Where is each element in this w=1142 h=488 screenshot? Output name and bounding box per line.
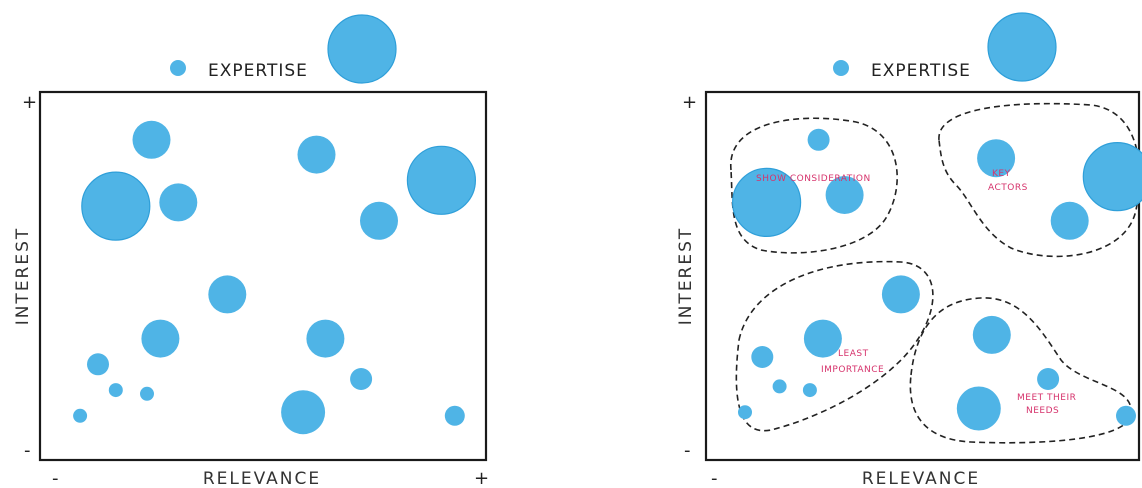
- stakeholder-bubble: [1037, 368, 1060, 390]
- group-label-least-importance-line2: IMPORTANCE: [821, 365, 884, 375]
- chart-left-svg: EXPERTISE + - - + RELEVANCE INTEREST: [13, 14, 489, 488]
- stakeholder-bubble-outline: [732, 167, 802, 237]
- stakeholder-bubble: [807, 128, 830, 151]
- x-axis-label: RELEVANCE: [203, 469, 321, 488]
- chart-panel-right: EXPERTISE + - - RELEVANCE INTEREST SHOW …: [571, 0, 1142, 488]
- stakeholder-bubble: [73, 408, 88, 423]
- stakeholder-bubble: [751, 346, 774, 368]
- stakeholder-bubble-outline: [81, 171, 151, 241]
- group-label-key-actors-line1: KEY: [992, 169, 1011, 179]
- chart-panel-left: EXPERTISE + - - + RELEVANCE INTEREST: [13, 14, 489, 488]
- legend-label: EXPERTISE: [208, 61, 308, 81]
- group-label-meet-their-needs-line1: MEET THEIR: [1017, 393, 1076, 403]
- chart-right-svg: EXPERTISE + - - RELEVANCE INTEREST SHOW …: [676, 12, 1142, 488]
- y-axis-label: INTEREST: [676, 227, 696, 326]
- stakeholder-bubble: [1083, 142, 1142, 211]
- stakeholder-bubble: [159, 183, 198, 222]
- stakeholder-bubble: [1050, 201, 1089, 240]
- group-label-meet-their-needs-line2: NEEDS: [1026, 406, 1059, 416]
- stakeholder-bubble: [306, 319, 345, 358]
- x-axis-max-sign: +: [474, 468, 489, 488]
- legend-large-bubble: [987, 12, 1057, 82]
- bubble-layer: [73, 120, 476, 435]
- group-outline-show-consideration: [730, 117, 898, 254]
- stakeholder-bubble: [444, 405, 465, 426]
- stakeholder-bubble: [140, 386, 154, 401]
- group-label-least-importance-line1: LEAST: [838, 349, 869, 359]
- group-outline-meet-their-needs: [909, 297, 1132, 444]
- y-axis-max-sign: +: [682, 92, 697, 113]
- x-axis-label: RELEVANCE: [862, 469, 980, 488]
- stakeholder-bubble: [977, 139, 1016, 178]
- stakeholder-bubble: [772, 379, 787, 394]
- legend-label: EXPERTISE: [871, 61, 971, 81]
- y-axis-label: INTEREST: [13, 227, 33, 326]
- stakeholder-bubble: [1116, 405, 1136, 426]
- legend-large-bubble: [327, 14, 397, 84]
- stakeholder-bubble: [132, 120, 171, 159]
- stakeholder-bubble: [825, 176, 864, 214]
- y-axis-max-sign: +: [22, 92, 37, 113]
- stakeholder-bubble: [803, 319, 842, 358]
- stakeholder-bubble: [881, 275, 920, 314]
- stakeholder-bubble: [350, 368, 373, 390]
- stakeholder-bubble: [141, 319, 180, 358]
- legend-small-bubble: [833, 60, 849, 76]
- legend-small-bubble: [170, 60, 186, 76]
- group-outline-least-importance: [735, 260, 934, 432]
- x-axis-min-sign: -: [52, 468, 59, 488]
- stakeholder-bubble: [407, 146, 476, 215]
- stakeholder-bubble: [297, 135, 336, 174]
- stakeholder-bubble-outline: [406, 145, 476, 215]
- bubble-layer: [732, 128, 1142, 431]
- stakeholder-bubble: [732, 168, 801, 237]
- stakeholder-bubble: [738, 405, 752, 420]
- stakeholder-bubble: [360, 201, 398, 240]
- stakeholder-bubble-outline: [1082, 142, 1142, 212]
- stakeholder-bubble: [956, 386, 1001, 431]
- group-label-show-consideration: SHOW CONSIDERATION: [756, 174, 871, 184]
- y-axis-min-sign: -: [684, 440, 691, 461]
- stakeholder-bubble: [108, 383, 123, 398]
- plot-frame: [704, 90, 1141, 462]
- stakeholder-bubble: [208, 275, 247, 314]
- stakeholder-bubble: [87, 353, 109, 376]
- group-outline-key-actors: [938, 102, 1141, 258]
- stakeholder-bubble: [972, 315, 1011, 354]
- stakeholder-bubble: [281, 390, 326, 435]
- stakeholder-bubble: [81, 172, 150, 241]
- y-axis-min-sign: -: [24, 440, 31, 461]
- plot-frame: [38, 90, 488, 462]
- x-axis-min-sign: -: [711, 468, 718, 488]
- group-label-key-actors-line2: ACTORS: [988, 183, 1028, 193]
- stakeholder-bubble: [802, 383, 817, 398]
